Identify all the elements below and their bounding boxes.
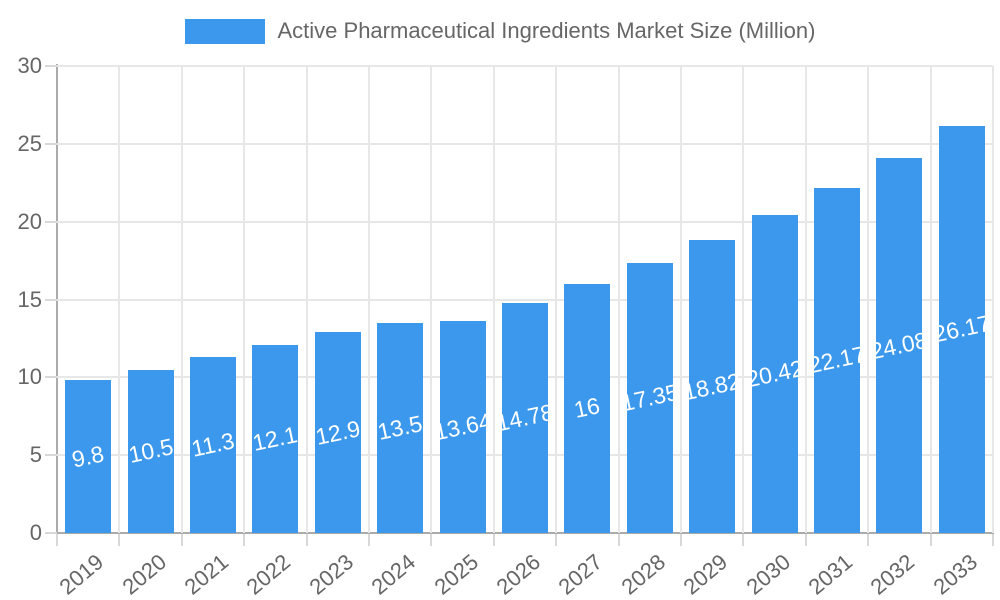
bar[interactable] bbox=[814, 187, 860, 533]
v-gridline bbox=[929, 66, 932, 533]
bar[interactable] bbox=[751, 215, 798, 533]
bar[interactable] bbox=[127, 369, 174, 533]
x-tick-mark bbox=[555, 534, 558, 546]
y-tick-mark bbox=[45, 376, 57, 379]
h-gridline bbox=[57, 65, 993, 67]
v-gridline bbox=[680, 66, 682, 533]
x-tick-mark bbox=[867, 534, 870, 546]
y-tick-mark bbox=[45, 298, 57, 301]
bar[interactable] bbox=[938, 125, 985, 533]
v-gridline bbox=[180, 66, 183, 533]
x-tick-label: 2025 bbox=[429, 549, 483, 600]
v-gridline bbox=[617, 66, 620, 533]
y-tick-label: 20 bbox=[17, 208, 42, 234]
x-axis-line bbox=[56, 532, 994, 534]
x-tick-mark bbox=[430, 534, 433, 546]
v-gridline bbox=[742, 66, 745, 533]
bar[interactable] bbox=[377, 322, 424, 533]
v-gridline bbox=[804, 66, 807, 533]
x-tick-label: 2029 bbox=[678, 549, 733, 600]
bar[interactable] bbox=[252, 344, 299, 533]
x-tick-label: 2022 bbox=[241, 549, 296, 600]
bar[interactable] bbox=[502, 302, 548, 533]
y-tick-mark bbox=[45, 532, 57, 534]
v-gridline bbox=[492, 66, 495, 533]
x-tick-mark bbox=[680, 534, 682, 546]
y-tick-label: 5 bbox=[29, 442, 42, 468]
x-tick-label: 2033 bbox=[928, 549, 982, 600]
bar[interactable] bbox=[439, 320, 486, 533]
h-gridline bbox=[57, 298, 993, 301]
plot-area: 9.8 10.5 11.3 12.1 12.9 13.5 13.64 14.78 16 17.35… bbox=[57, 65, 994, 533]
bar[interactable] bbox=[65, 380, 112, 533]
v-gridline bbox=[368, 66, 370, 533]
v-gridline bbox=[867, 66, 870, 533]
x-tick-mark bbox=[492, 534, 495, 546]
x-tick-mark bbox=[243, 534, 246, 546]
legend-swatch bbox=[184, 18, 265, 44]
x-tick-mark bbox=[118, 534, 121, 546]
x-tick-label: 2030 bbox=[741, 549, 795, 600]
x-tick-label: 2031 bbox=[803, 549, 858, 600]
x-tick-mark bbox=[305, 534, 308, 546]
x-tick-label: 2021 bbox=[179, 549, 234, 600]
y-tick-label: 30 bbox=[17, 53, 42, 78]
y-tick-label: 10 bbox=[17, 364, 42, 390]
x-tick-label: 2020 bbox=[117, 549, 171, 600]
bar[interactable] bbox=[626, 262, 673, 533]
x-tick-label: 2026 bbox=[491, 549, 546, 600]
x-tick-mark bbox=[992, 534, 994, 546]
bar[interactable] bbox=[689, 240, 736, 533]
x-tick-label: 2032 bbox=[865, 549, 920, 600]
v-gridline bbox=[243, 66, 246, 533]
y-tick-mark bbox=[45, 65, 57, 67]
bar[interactable] bbox=[564, 283, 611, 533]
bar[interactable] bbox=[876, 158, 923, 533]
v-gridline bbox=[118, 66, 121, 533]
legend-label: Active Pharmaceutical Ingredients Market… bbox=[277, 18, 816, 43]
y-tick-label: 25 bbox=[17, 130, 42, 156]
y-tick-mark bbox=[45, 454, 57, 457]
y-tick-label: 15 bbox=[17, 286, 42, 312]
h-gridline bbox=[57, 220, 993, 223]
x-tick-mark bbox=[617, 534, 620, 546]
x-tick-label: 2019 bbox=[54, 549, 109, 600]
bar[interactable] bbox=[314, 332, 361, 533]
v-gridline bbox=[430, 66, 433, 533]
h-gridline bbox=[57, 142, 993, 145]
x-tick-mark bbox=[742, 534, 745, 546]
v-gridline bbox=[305, 66, 308, 533]
legend-item[interactable]: Active Pharmaceutical Ingredients Market… bbox=[0, 18, 1000, 44]
x-tick-mark bbox=[804, 534, 807, 546]
v-gridline bbox=[992, 66, 994, 533]
y-tick-mark bbox=[45, 142, 57, 145]
bar[interactable] bbox=[190, 357, 236, 533]
y-tick-mark bbox=[45, 220, 57, 223]
x-tick-label: 2024 bbox=[366, 549, 421, 600]
x-tick-mark bbox=[180, 534, 183, 546]
x-tick-mark bbox=[368, 534, 370, 546]
x-tick-label: 2027 bbox=[553, 549, 608, 600]
y-tick-label: 0 bbox=[29, 520, 42, 545]
x-tick-mark bbox=[56, 534, 58, 546]
v-gridline bbox=[555, 66, 558, 533]
x-tick-mark bbox=[929, 534, 932, 546]
x-tick-label: 2023 bbox=[304, 549, 358, 600]
x-tick-label: 2028 bbox=[616, 549, 670, 600]
